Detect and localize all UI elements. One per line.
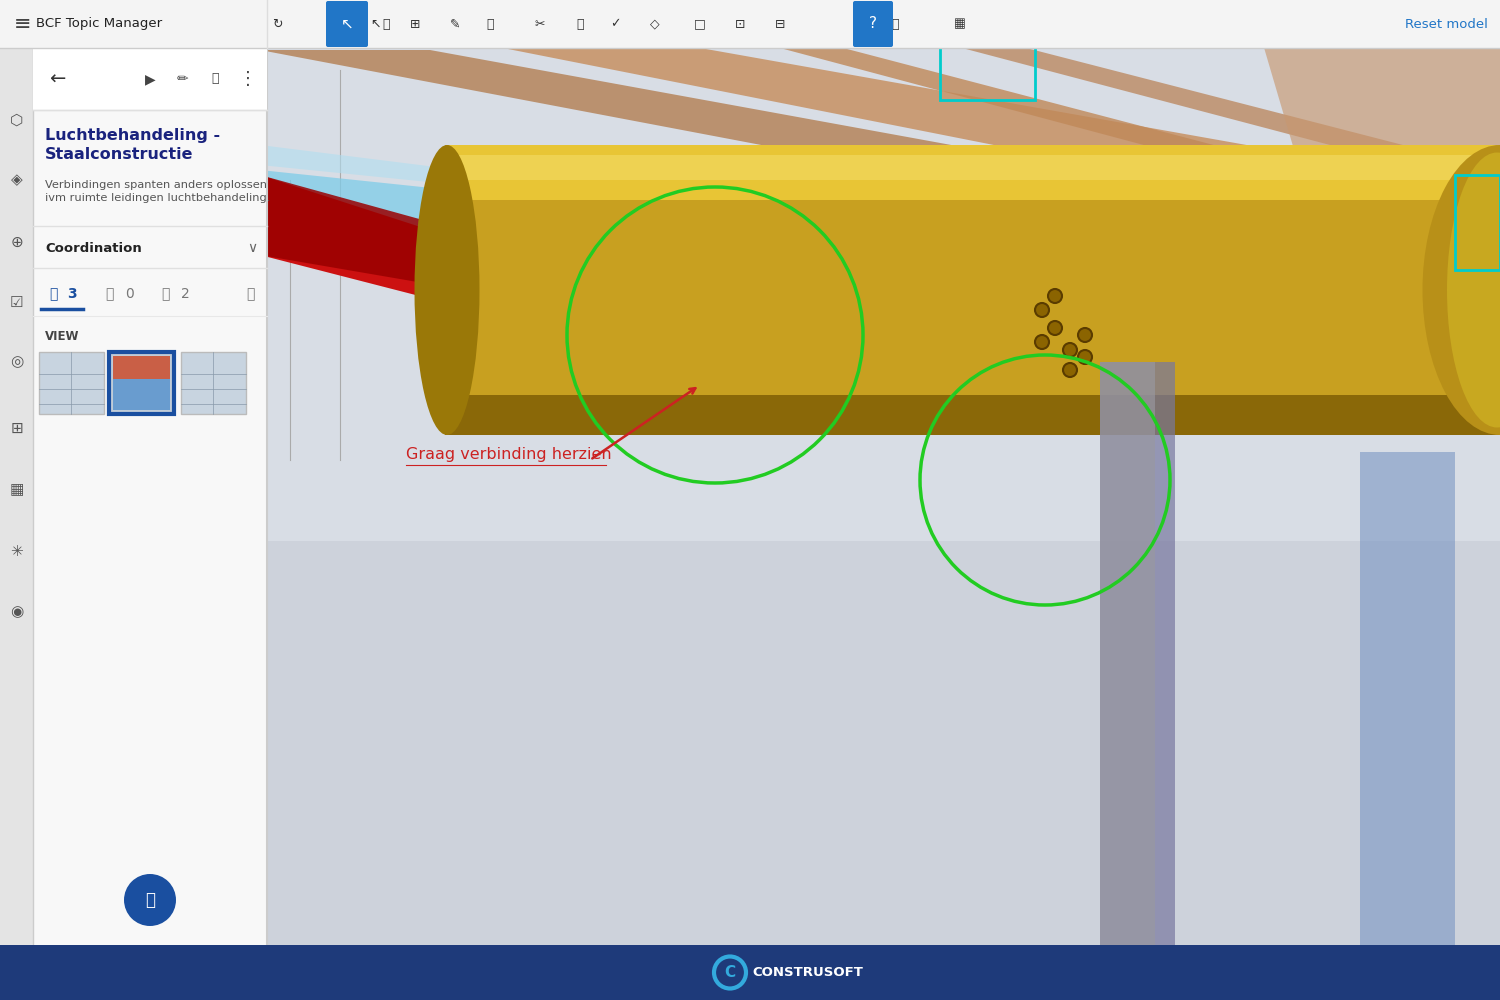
Text: 2: 2 [182, 287, 189, 301]
Polygon shape [260, 0, 1500, 245]
Bar [940, 5, 1035, 100]
Polygon shape [260, 170, 1500, 380]
Circle shape [1035, 303, 1048, 317]
Text: □: □ [694, 17, 706, 30]
Text: ◈: ◈ [10, 172, 22, 188]
Text: ↖: ↖ [340, 16, 354, 31]
Ellipse shape [1448, 152, 1500, 428]
FancyBboxPatch shape [853, 1, 892, 47]
Bar [112, 356, 170, 379]
Text: ≡: ≡ [13, 14, 32, 34]
Polygon shape [260, 175, 784, 345]
FancyBboxPatch shape [326, 1, 368, 47]
Bar [182, 352, 246, 414]
Text: ✎: ✎ [450, 17, 460, 30]
Circle shape [1064, 343, 1077, 357]
Text: 3: 3 [68, 287, 76, 301]
Text: Reset model: Reset model [1406, 17, 1488, 30]
Text: ←: ← [50, 70, 66, 89]
Circle shape [1035, 335, 1048, 349]
Bar [33, 48, 267, 945]
Bar [267, 48, 1500, 945]
Text: ✏: ✏ [177, 72, 189, 86]
Bar [267, 48, 1500, 541]
Text: ◇: ◇ [650, 17, 660, 30]
Text: ◎: ◎ [10, 355, 22, 369]
Text: Coordination: Coordination [45, 241, 141, 254]
Text: 📷: 📷 [50, 287, 57, 301]
Text: 👥: 👥 [246, 287, 255, 301]
Bar [110, 352, 174, 414]
Text: ✓: ✓ [609, 17, 621, 30]
Text: ✳: ✳ [10, 544, 22, 560]
Circle shape [1078, 350, 1092, 364]
Text: 📷: 📷 [146, 891, 154, 909]
Text: 📄: 📄 [160, 287, 170, 301]
Text: ⋮: ⋮ [240, 70, 258, 88]
Circle shape [1078, 328, 1092, 342]
Text: ∨: ∨ [248, 241, 256, 255]
Text: 〜: 〜 [486, 17, 494, 30]
Text: Luchtbehandeling -
Staalconstructie: Luchtbehandeling - Staalconstructie [45, 128, 220, 162]
Ellipse shape [1422, 145, 1500, 435]
Circle shape [1048, 289, 1062, 303]
Polygon shape [260, 145, 1500, 300]
Polygon shape [260, 175, 784, 390]
Polygon shape [1250, 0, 1500, 170]
Bar [112, 379, 170, 410]
Polygon shape [600, 0, 1500, 224]
Bar [1455, 175, 1500, 270]
Text: ⊕: ⊕ [10, 234, 22, 249]
Polygon shape [780, 0, 1500, 174]
Bar [446, 145, 1500, 435]
Text: 🗑: 🗑 [211, 73, 219, 86]
Text: CONSTRUSOFT: CONSTRUSOFT [752, 966, 862, 979]
Text: ✂: ✂ [534, 17, 546, 30]
Text: ⊟: ⊟ [774, 17, 786, 30]
Text: 💬: 💬 [105, 287, 114, 301]
Text: 📷: 📷 [576, 17, 584, 30]
Text: ▦: ▦ [954, 17, 966, 30]
Text: ▶: ▶ [144, 72, 156, 86]
Ellipse shape [414, 145, 480, 435]
Bar [1155, 362, 1174, 945]
Bar [0, 0, 1500, 48]
Bar [446, 395, 1500, 435]
Text: ?: ? [868, 16, 877, 31]
Bar [446, 145, 1500, 200]
Text: ↻: ↻ [272, 17, 282, 30]
Bar [0, 945, 1500, 1000]
Circle shape [124, 874, 176, 926]
Text: 0: 0 [124, 287, 134, 301]
Bar [446, 155, 1500, 180]
Text: ⊞: ⊞ [10, 420, 22, 436]
Text: VIEW: VIEW [45, 330, 80, 342]
Text: C: C [724, 965, 735, 980]
Text: ⊞: ⊞ [410, 17, 420, 30]
Text: ☑: ☑ [9, 294, 24, 310]
Bar [1100, 362, 1155, 945]
Text: ?: ? [856, 17, 864, 30]
Text: ◉: ◉ [10, 604, 22, 619]
Text: BCF Topic Manager: BCF Topic Manager [36, 17, 162, 30]
Text: 👁: 👁 [891, 17, 898, 30]
Text: Graag verbinding herzien: Graag verbinding herzien [406, 448, 612, 462]
Text: ⬡: ⬡ [10, 112, 22, 127]
Circle shape [1048, 321, 1062, 335]
Text: ⬜: ⬜ [382, 17, 390, 30]
Bar [39, 352, 104, 414]
Bar [1360, 452, 1455, 945]
Text: ▦: ▦ [9, 483, 24, 497]
Bar [33, 48, 267, 110]
Text: ⊡: ⊡ [735, 17, 746, 30]
Polygon shape [260, 50, 1500, 285]
Text: Verbindingen spanten anders oplossen
ivm ruimte leidingen luchtbehandeling.: Verbindingen spanten anders oplossen ivm… [45, 180, 270, 203]
Circle shape [1064, 363, 1077, 377]
Bar [0, 48, 33, 945]
Text: ↖: ↖ [369, 17, 381, 30]
